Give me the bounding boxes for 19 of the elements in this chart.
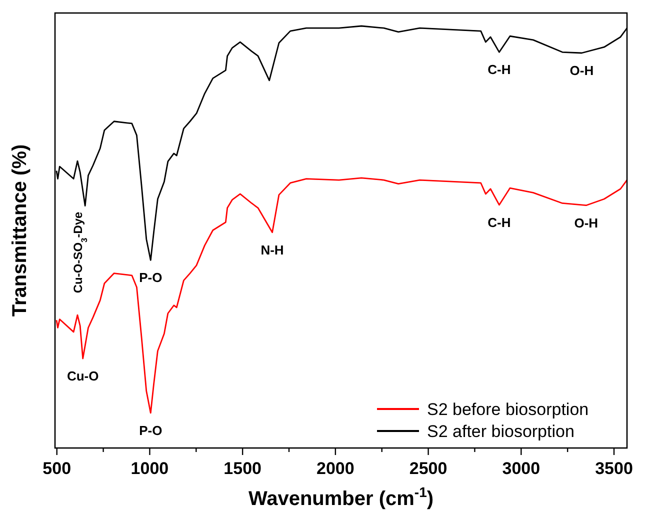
annotation: C-H bbox=[488, 62, 511, 78]
x-tick-label: 1500 bbox=[224, 459, 262, 478]
x-axis-title: Wavenumber (cm$^{-1}$) bbox=[248, 484, 434, 510]
annotation: Cu-O bbox=[66, 368, 99, 384]
legend-label: S2 after biosorption bbox=[427, 422, 574, 441]
x-tick-label: 3000 bbox=[502, 459, 540, 478]
annotation: P-O bbox=[139, 422, 162, 438]
annotation: N-H bbox=[260, 242, 284, 258]
annotation: O-H bbox=[570, 63, 594, 78]
x-tick-label: 3500 bbox=[595, 459, 633, 478]
y-axis-title: Transmittance (%) bbox=[9, 144, 31, 317]
annotation: C-H bbox=[488, 214, 511, 230]
x-tick-label: 500 bbox=[42, 459, 72, 478]
annotation: P-O bbox=[139, 270, 162, 286]
legend-label: S2 before biosorption bbox=[427, 400, 589, 419]
x-tick-label: 2000 bbox=[316, 459, 354, 478]
x-tick-label: 1000 bbox=[130, 459, 169, 478]
x-tick-label: 2500 bbox=[409, 459, 448, 478]
annotation: O-H bbox=[574, 215, 598, 230]
